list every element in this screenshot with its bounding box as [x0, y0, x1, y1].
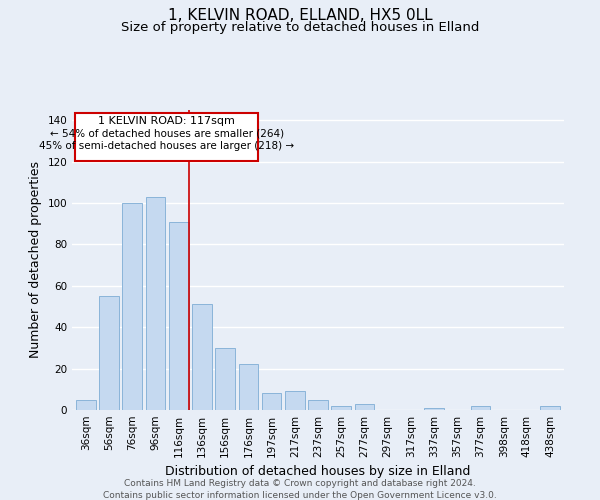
Text: ← 54% of detached houses are smaller (264): ← 54% of detached houses are smaller (26… — [50, 129, 284, 139]
X-axis label: Distribution of detached houses by size in Elland: Distribution of detached houses by size … — [166, 466, 470, 478]
FancyBboxPatch shape — [76, 113, 257, 160]
Text: Size of property relative to detached houses in Elland: Size of property relative to detached ho… — [121, 21, 479, 34]
Bar — [99, 296, 119, 410]
Bar — [122, 203, 142, 410]
Bar — [76, 400, 96, 410]
Bar — [424, 408, 444, 410]
Bar — [331, 406, 351, 410]
Bar — [308, 400, 328, 410]
Bar — [146, 197, 166, 410]
Bar — [540, 406, 560, 410]
Bar — [169, 222, 188, 410]
Bar — [355, 404, 374, 410]
Bar — [239, 364, 258, 410]
Text: Contains public sector information licensed under the Open Government Licence v3: Contains public sector information licen… — [103, 491, 497, 500]
Bar — [192, 304, 212, 410]
Text: 45% of semi-detached houses are larger (218) →: 45% of semi-detached houses are larger (… — [39, 141, 294, 151]
Bar — [470, 406, 490, 410]
Text: 1 KELVIN ROAD: 117sqm: 1 KELVIN ROAD: 117sqm — [98, 116, 235, 126]
Text: Contains HM Land Registry data © Crown copyright and database right 2024.: Contains HM Land Registry data © Crown c… — [124, 479, 476, 488]
Text: 1, KELVIN ROAD, ELLAND, HX5 0LL: 1, KELVIN ROAD, ELLAND, HX5 0LL — [167, 8, 433, 22]
Y-axis label: Number of detached properties: Number of detached properties — [29, 162, 42, 358]
Bar — [215, 348, 235, 410]
Bar — [285, 392, 305, 410]
Bar — [262, 394, 281, 410]
